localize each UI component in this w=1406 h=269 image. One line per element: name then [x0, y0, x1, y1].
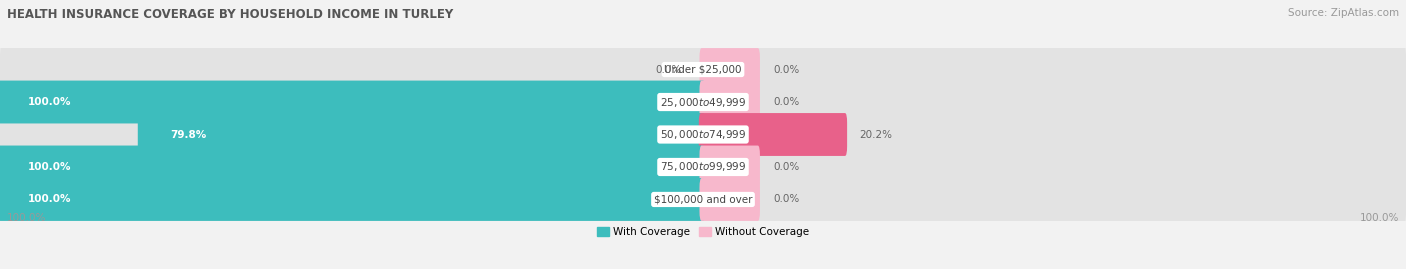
Text: 100.0%: 100.0% [28, 97, 72, 107]
FancyBboxPatch shape [0, 172, 1406, 227]
Text: 100.0%: 100.0% [7, 213, 46, 223]
Text: Under $25,000: Under $25,000 [664, 65, 742, 75]
FancyBboxPatch shape [0, 81, 706, 123]
FancyBboxPatch shape [0, 107, 1406, 162]
Text: HEALTH INSURANCE COVERAGE BY HOUSEHOLD INCOME IN TURLEY: HEALTH INSURANCE COVERAGE BY HOUSEHOLD I… [7, 8, 453, 21]
Text: Source: ZipAtlas.com: Source: ZipAtlas.com [1288, 8, 1399, 18]
Text: 0.0%: 0.0% [773, 162, 800, 172]
Text: $50,000 to $74,999: $50,000 to $74,999 [659, 128, 747, 141]
FancyBboxPatch shape [700, 81, 759, 123]
FancyBboxPatch shape [0, 178, 706, 221]
Text: 100.0%: 100.0% [28, 162, 72, 172]
Text: 100.0%: 100.0% [1360, 213, 1399, 223]
Text: 100.0%: 100.0% [28, 194, 72, 204]
FancyBboxPatch shape [0, 74, 1406, 130]
FancyBboxPatch shape [700, 146, 759, 188]
Text: 0.0%: 0.0% [655, 65, 682, 75]
FancyBboxPatch shape [0, 42, 1406, 97]
FancyBboxPatch shape [0, 146, 706, 188]
Text: 20.2%: 20.2% [859, 129, 891, 140]
FancyBboxPatch shape [138, 113, 704, 156]
Text: 79.8%: 79.8% [170, 129, 207, 140]
FancyBboxPatch shape [700, 48, 759, 91]
Text: 0.0%: 0.0% [773, 97, 800, 107]
FancyBboxPatch shape [0, 139, 1406, 195]
Text: $75,000 to $99,999: $75,000 to $99,999 [659, 161, 747, 174]
Text: $100,000 and over: $100,000 and over [654, 194, 752, 204]
Text: 0.0%: 0.0% [773, 65, 800, 75]
Legend: With Coverage, Without Coverage: With Coverage, Without Coverage [592, 223, 814, 241]
FancyBboxPatch shape [699, 113, 846, 156]
FancyBboxPatch shape [700, 178, 759, 221]
Text: 0.0%: 0.0% [773, 194, 800, 204]
Text: $25,000 to $49,999: $25,000 to $49,999 [659, 95, 747, 108]
